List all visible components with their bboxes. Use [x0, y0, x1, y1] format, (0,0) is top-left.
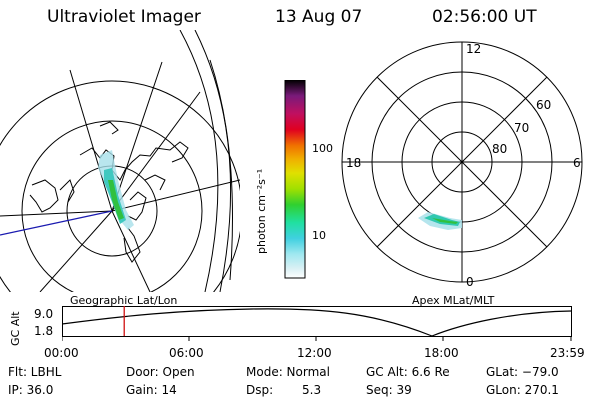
- colorbar: [284, 80, 306, 279]
- terminator-line: [0, 210, 113, 236]
- mlt-label-bottom: 0: [466, 275, 474, 289]
- xtick-0600: 06:00: [169, 346, 204, 360]
- aurora-emission-right: [418, 212, 462, 230]
- geographic-label: Geographic Lat/Lon: [70, 294, 178, 307]
- mlat-label-60: 60: [536, 98, 552, 112]
- info-dsp-label: Dsp:: [246, 383, 274, 397]
- apex-label: Apex MLat/MLT: [412, 294, 495, 307]
- altitude-ylabel: GC Alt: [9, 311, 22, 346]
- altitude-plot: [62, 306, 572, 341]
- info-gc-alt: GC Alt: 6.6 Re: [366, 365, 450, 379]
- geographic-map: [0, 30, 240, 292]
- instrument-title: Ultraviolet Imager: [47, 7, 201, 27]
- info-gain: Gain: 14: [126, 383, 177, 397]
- time-label: 02:56:00 UT: [432, 7, 537, 27]
- info-door: Door: Open: [126, 365, 195, 379]
- date-label: 13 Aug 07: [275, 7, 363, 27]
- xtick-2359: 23:59: [550, 346, 585, 360]
- xtick-0000: 00:00: [44, 346, 79, 360]
- polar-mlt-plot: [341, 41, 583, 283]
- mlt-label-top: 12: [466, 42, 482, 56]
- info-flt: Flt: LBHL: [8, 365, 62, 379]
- info-ip: IP: 36.0: [8, 383, 54, 397]
- info-glat: GLat: −79.0: [486, 365, 559, 379]
- info-mode: Mode: Normal: [246, 365, 330, 379]
- altitude-ytick-high: 9.0: [34, 307, 54, 321]
- colorbar-tick-100: 100: [312, 142, 333, 155]
- mlat-label-80: 80: [492, 142, 508, 156]
- aurora-emission-left: [98, 150, 134, 230]
- info-dsp-value: 5.3: [302, 383, 322, 397]
- colorbar-unit-label: photon cm⁻²s⁻¹: [255, 168, 268, 254]
- mlt-label-right: 6: [573, 156, 581, 170]
- colorbar-tick-10: 10: [312, 229, 326, 242]
- info-glon: GLon: 270.1: [486, 383, 559, 397]
- xtick-1200: 12:00: [297, 346, 332, 360]
- mlat-label-70: 70: [514, 121, 530, 135]
- altitude-curve: [62, 308, 572, 337]
- mlt-label-left: 18: [346, 156, 362, 170]
- altitude-ytick-low: 1.8: [34, 324, 54, 338]
- xtick-1800: 18:00: [424, 346, 459, 360]
- info-seq: Seq: 39: [366, 383, 412, 397]
